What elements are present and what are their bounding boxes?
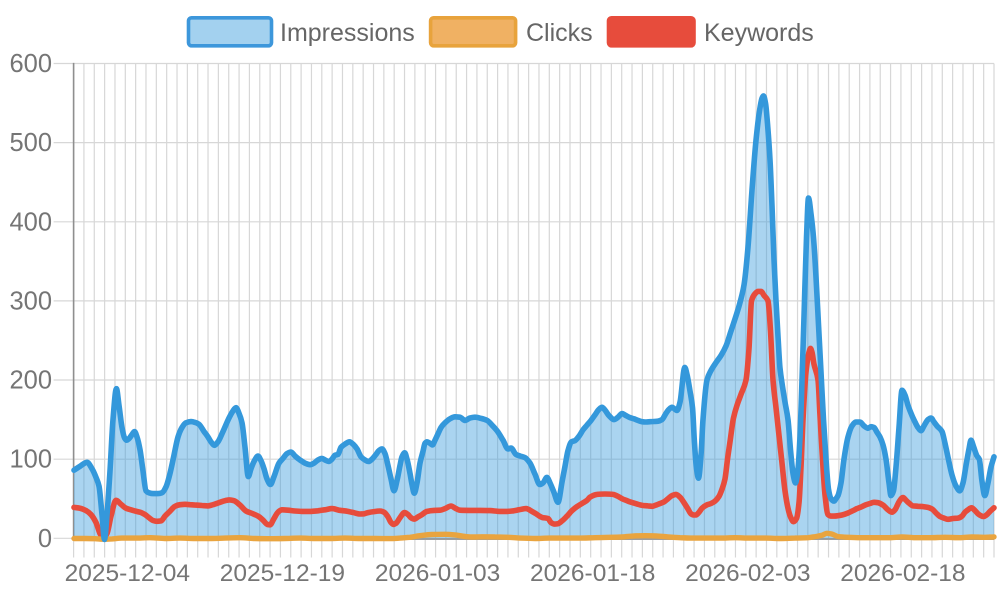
svg-text:2026-02-18: 2026-02-18: [840, 560, 965, 587]
svg-text:200: 200: [9, 367, 52, 395]
svg-text:600: 600: [9, 50, 52, 78]
svg-text:2025-12-19: 2025-12-19: [220, 560, 345, 587]
svg-text:100: 100: [9, 446, 52, 474]
svg-text:500: 500: [9, 129, 52, 157]
svg-text:2026-02-03: 2026-02-03: [685, 560, 810, 587]
svg-text:2026-01-18: 2026-01-18: [530, 560, 655, 587]
svg-text:Keywords: Keywords: [704, 19, 814, 47]
svg-text:Impressions: Impressions: [280, 19, 415, 47]
svg-text:400: 400: [9, 208, 52, 236]
svg-text:2026-01-03: 2026-01-03: [375, 560, 500, 587]
svg-text:300: 300: [9, 287, 52, 315]
svg-text:2025-12-04: 2025-12-04: [65, 560, 190, 587]
svg-text:Clicks: Clicks: [526, 19, 593, 47]
svg-text:0: 0: [38, 525, 52, 553]
